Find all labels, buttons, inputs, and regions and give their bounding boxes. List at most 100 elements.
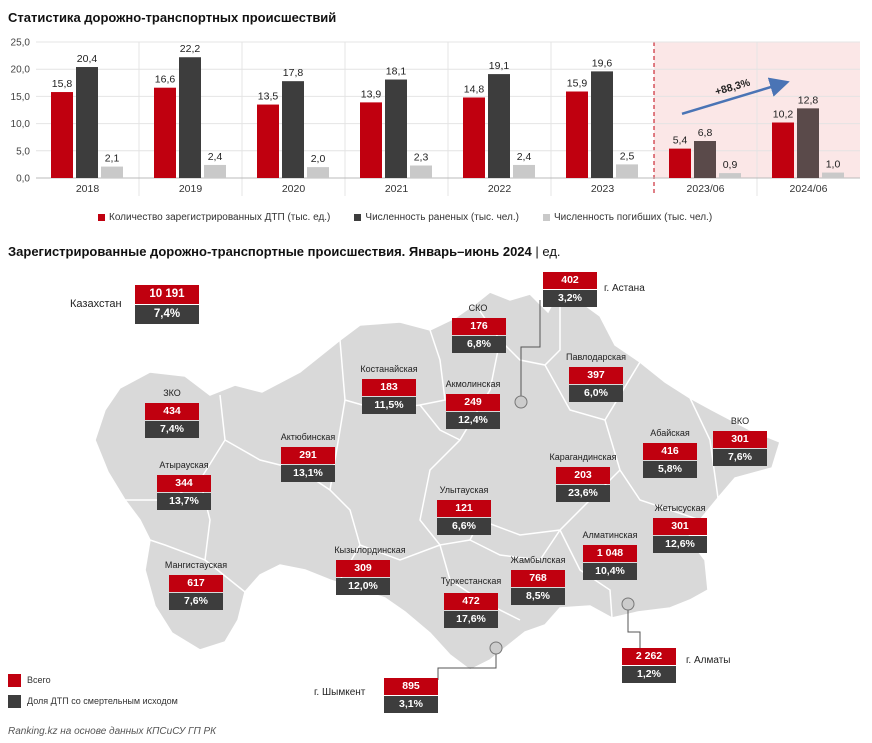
badge-ulytau: 121 6,6%: [437, 500, 491, 535]
badge-atyrau: 344 13,7%: [157, 475, 211, 510]
map-title: Зарегистрированные дорожно-транспортные …: [8, 244, 561, 259]
region-label-astana: г. Астана: [604, 283, 645, 294]
region-label-atyrau: Атырауская: [159, 460, 209, 470]
x-tick-label: 2024/06: [790, 183, 828, 195]
region-label-zhambyl: Жамбылская: [510, 555, 566, 565]
bar-dtp: [51, 92, 73, 178]
badge-sko: 176 6,8%: [452, 318, 506, 353]
region-label-zko: ЗКО: [163, 388, 181, 398]
data-label: 13,9: [361, 88, 382, 100]
badge-almaty-region: 1 048 10,4%: [583, 545, 637, 580]
region-label-vko: ВКО: [730, 416, 750, 426]
bar-killed: [204, 164, 226, 178]
data-label: 17,8: [283, 67, 304, 79]
data-label: 10,2: [773, 109, 794, 121]
region-label-turkestan: Туркестанская: [440, 576, 502, 586]
data-label: 6,8: [698, 127, 713, 139]
bar-killed: [719, 173, 741, 178]
y-tick-label: 10,0: [11, 119, 31, 130]
data-label: 2,3: [414, 151, 429, 163]
region-label-abai: Абайская: [650, 428, 690, 438]
data-label: 22,2: [180, 43, 201, 55]
region-label-ulytau: Улытауская: [439, 485, 489, 495]
bar-chart: 0,0 5,0 10,0 15,0 20,0 25,0 15,8 20,4 2,1 2018 16,…: [11, 38, 860, 196]
region-label-kyzylorda: Кызылординская: [334, 545, 406, 555]
bar-injured: [76, 67, 98, 178]
chart-legend: Количество зарегистрированных ДТП (тыс. …: [98, 212, 712, 223]
growth-arrow: [681, 77, 790, 116]
region-label-zhetysu: Жетысуская: [654, 503, 706, 513]
bar-dtp: [360, 102, 382, 178]
badge-zhambyl: 768 8,5%: [511, 570, 565, 605]
data-label: 12,8: [798, 94, 819, 106]
region-label-pavlodar: Павлодарская: [566, 352, 626, 362]
x-tick-label: 2023/06: [687, 183, 725, 195]
region-label-akmola: Акмолинская: [445, 379, 501, 389]
data-label: 18,1: [386, 66, 407, 78]
shymkent-marker: [489, 641, 503, 655]
bar-dtp: [154, 87, 176, 178]
data-label: 1,0: [826, 159, 841, 171]
bar-injured: [385, 79, 407, 178]
x-tick-label: 2023: [591, 183, 615, 195]
region-label-almaty-city: г. Алматы: [686, 655, 731, 666]
region-label-karaganda: Карагандинская: [549, 452, 617, 462]
data-label: 2,1: [105, 153, 120, 165]
badge-zko: 434 7,4%: [145, 403, 199, 438]
bar-dtp: [257, 104, 279, 178]
map-legend-share: Доля ДТП со смертельным исходом: [8, 695, 178, 708]
badge-abai: 416 5,8%: [643, 443, 697, 478]
bar-killed: [822, 172, 844, 178]
badge-almaty-city: 2 262 1,2%: [622, 648, 676, 683]
x-tick-label: 2021: [385, 183, 409, 195]
data-label: 0,9: [723, 159, 738, 171]
legend-item-killed: Численность погибших (тыс. чел.): [542, 212, 712, 223]
badge-kyzylorda: 309 12,0%: [336, 560, 390, 595]
bar-injured: [488, 74, 510, 178]
region-label-mangystau: Мангистауская: [164, 560, 228, 570]
data-label: 13,5: [258, 91, 279, 103]
bar-dtp: [772, 122, 794, 178]
chart-title: Статистика дорожно-транспортных происшес…: [8, 10, 337, 25]
data-label: 19,1: [489, 60, 510, 72]
badge-akmola: 249 12,4%: [446, 394, 500, 429]
y-tick-label: 20,0: [11, 65, 31, 76]
data-label: 14,8: [464, 83, 485, 95]
y-tick-label: 0,0: [16, 174, 30, 185]
badge-pavlodar: 397 6,0%: [569, 367, 623, 402]
almaty-marker: [621, 597, 635, 611]
badge-shymkent: 895 3,1%: [384, 678, 438, 713]
badge-karaganda: 203 23,6%: [556, 467, 610, 502]
data-label: 2,0: [311, 153, 326, 165]
map-legend-total: Всего: [8, 674, 51, 687]
x-tick-label: 2018: [76, 183, 100, 195]
leader-lines: [437, 300, 641, 680]
badge-kostanay: 183 11,5%: [362, 379, 416, 414]
source-note: Ranking.kz на основе данных КПСиСУ ГП РК: [8, 726, 217, 737]
bar-injured: [179, 57, 201, 178]
data-label: 5,4: [673, 135, 688, 147]
bar-injured: [282, 81, 304, 178]
bar-killed: [307, 167, 329, 178]
bar-injured: [694, 141, 716, 178]
bar-dtp: [566, 91, 588, 178]
legend-item-injured: Численность раненых (тыс. чел.): [354, 212, 519, 223]
data-label: 2,4: [208, 151, 223, 163]
bar-killed: [101, 166, 123, 178]
legend-item-dtp: Количество зарегистрированных ДТП (тыс. …: [98, 212, 330, 223]
region-label-kostanay: Костанайская: [360, 364, 418, 374]
bar-dtp: [463, 97, 485, 178]
badge-turkestan: 472 17,6%: [444, 593, 498, 628]
badge-mangystau: 617 7,6%: [169, 575, 223, 610]
data-label: 15,8: [52, 78, 73, 90]
region-label-kazakhstan: Казахстан: [70, 298, 122, 310]
badge-astana: 402 3,2%: [543, 272, 597, 307]
region-label-aktobe: Актюбинская: [280, 432, 336, 442]
y-tick-label: 15,0: [11, 92, 31, 103]
bar-killed: [616, 164, 638, 178]
badge-kazakhstan: 10 191 7,4%: [135, 285, 199, 324]
data-label: 16,6: [155, 74, 176, 86]
data-label: 2,5: [620, 150, 635, 162]
x-tick-label: 2020: [282, 183, 306, 195]
